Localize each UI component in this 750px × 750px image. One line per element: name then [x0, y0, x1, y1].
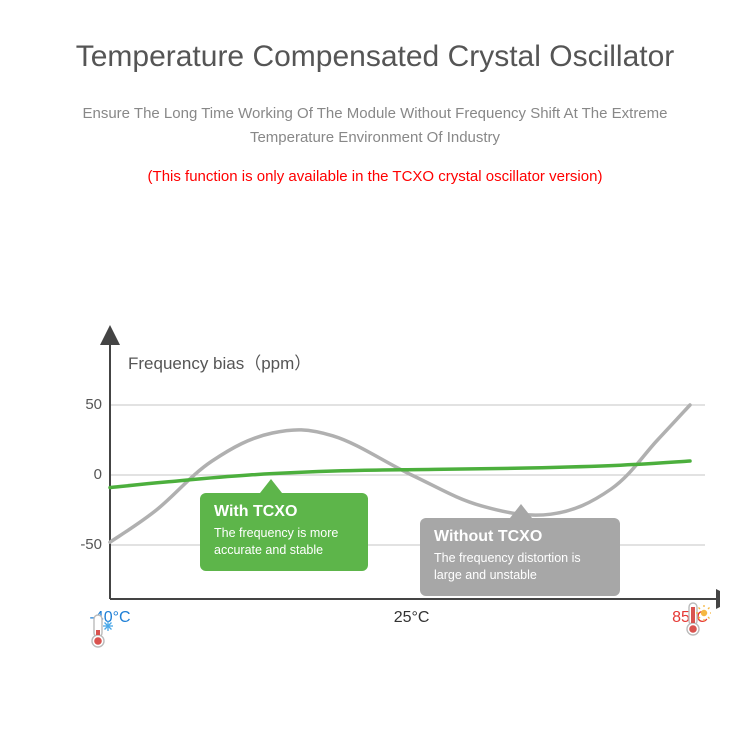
xtick-label: 25°C — [394, 609, 430, 627]
ytick-label: 0 — [62, 466, 102, 483]
callout-arrow — [260, 479, 282, 493]
callout-desc: The frequency distortion is large and un… — [434, 550, 606, 584]
ytick-label: -50 — [62, 536, 102, 553]
page-title: Temperature Compensated Crystal Oscillat… — [30, 40, 720, 74]
thermometer-hot-icon — [685, 601, 711, 642]
callout-title: Without TCXO — [434, 528, 606, 546]
callout-arrow — [510, 504, 532, 518]
callout-desc: The frequency is more accurate and stabl… — [214, 525, 354, 559]
ytick-label: 50 — [62, 396, 102, 413]
callout-without-tcxo: Without TCXO The frequency distortion is… — [420, 518, 620, 596]
callout-with-tcxo: With TCXO The frequency is more accurate… — [200, 493, 368, 571]
availability-note: (This function is only available in the … — [30, 168, 720, 185]
frequency-bias-chart: Frequency bias（ppm） 500-50 -40°C25°C85°C… — [30, 215, 720, 645]
thermometer-cold-icon — [90, 613, 116, 654]
y-axis-label: Frequency bias（ppm） — [128, 349, 311, 374]
callout-title: With TCXO — [214, 503, 354, 521]
subtitle: Ensure The Long Time Working Of The Modu… — [30, 102, 720, 150]
